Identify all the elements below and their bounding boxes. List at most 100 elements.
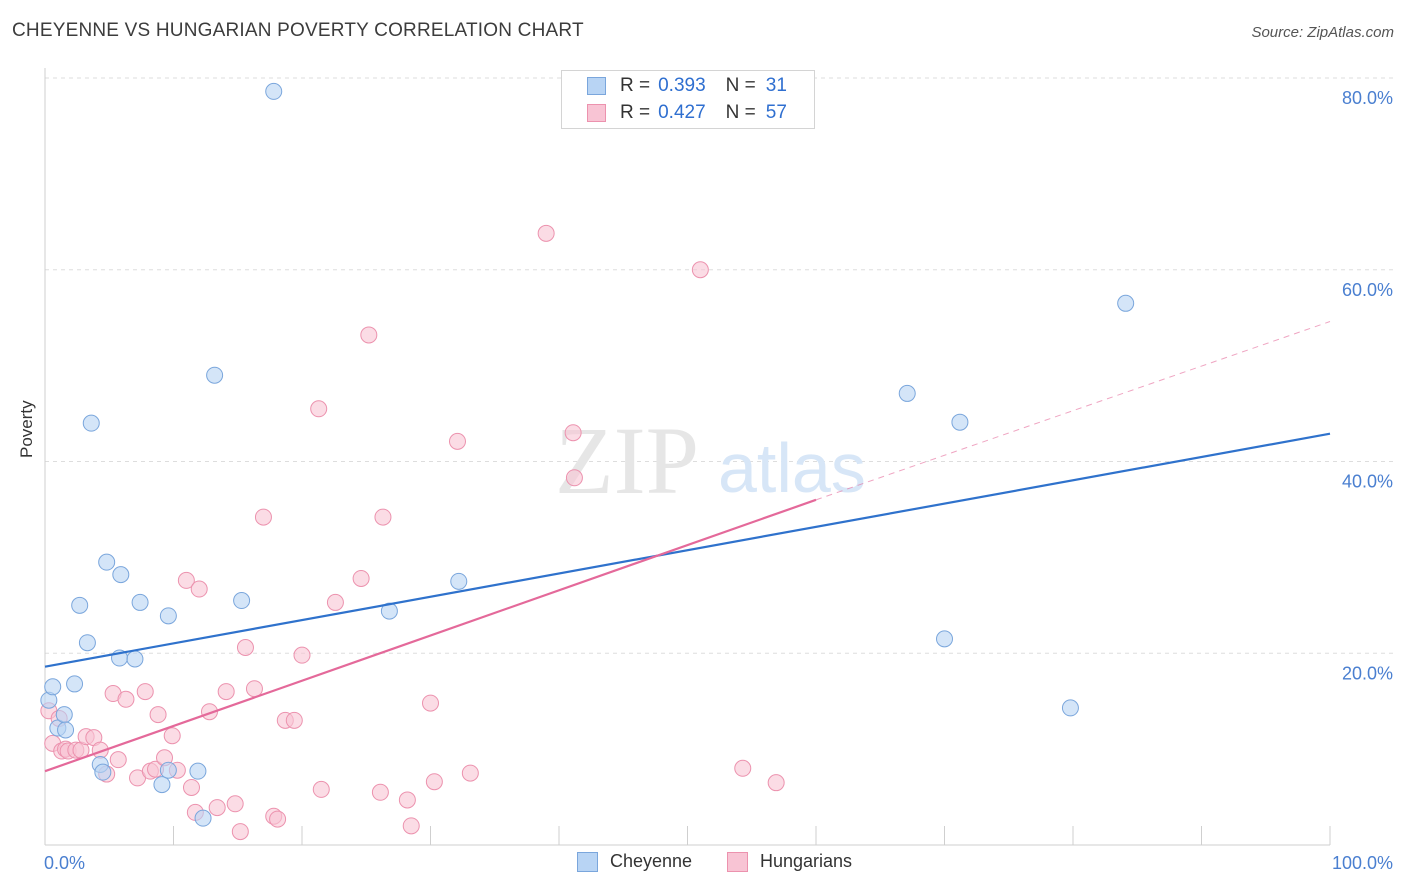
cheyenne-point — [126, 650, 144, 668]
hungarians-point — [190, 580, 208, 598]
hungarians-point — [254, 508, 272, 526]
watermark: ZIP atlas — [555, 407, 866, 514]
cheyenne-point — [82, 414, 100, 432]
cheyenne-point — [450, 572, 468, 590]
cheyenne-point — [189, 762, 207, 780]
hungarians-point — [117, 690, 135, 708]
hungarians-point — [352, 569, 370, 587]
cheyenne-point — [112, 566, 130, 584]
hungarians-points — [40, 224, 785, 841]
hungarians-point — [163, 727, 181, 745]
hungarians-point — [767, 774, 785, 792]
hungarians-point — [182, 778, 200, 796]
hungarians-point — [537, 224, 555, 242]
hungarians-r-value: 0.427 — [658, 102, 706, 123]
hungarians-point — [149, 706, 167, 724]
hungarians-point — [285, 711, 303, 729]
hungarians-point — [565, 469, 583, 487]
cheyenne-point — [66, 675, 84, 693]
cheyenne-point — [94, 763, 112, 781]
legend-row-hungarians: R = 0.427 N = 57 — [587, 101, 787, 125]
tick-labels: 20.0% 40.0% 60.0% 80.0% 0.0% 100.0% — [44, 88, 1393, 873]
cheyenne-point — [1061, 699, 1079, 717]
y-tick-label: 60.0% — [1342, 280, 1393, 300]
watermark-zip: ZIP — [555, 407, 699, 514]
hungarians-point — [217, 683, 235, 701]
source-label: Source: ZipAtlas.com — [1251, 24, 1394, 41]
hungarians-point — [109, 751, 127, 769]
cheyenne-r-value: 0.393 — [658, 75, 706, 96]
cheyenne-point — [153, 776, 171, 794]
hungarians-point — [293, 646, 311, 664]
cheyenne-point — [98, 553, 116, 571]
hungarians-point — [448, 432, 466, 450]
hungarians-point — [422, 694, 439, 712]
cheyenne-point — [936, 630, 953, 648]
cheyenne-point — [78, 634, 96, 652]
hungarians-point — [374, 508, 392, 526]
legend-n-label: N = — [725, 102, 756, 123]
legend-r-label: R = — [620, 75, 651, 96]
hungarians-point — [360, 326, 378, 344]
cheyenne-point — [233, 592, 251, 610]
x-tick-label-max: 100.0% — [1332, 853, 1393, 873]
hungarians-point — [177, 571, 195, 589]
hungarians-swatch — [587, 104, 606, 122]
hungarians-point — [402, 817, 420, 835]
watermark-atlas: atlas — [718, 429, 866, 507]
cheyenne-point — [55, 706, 73, 724]
hungarians-point — [236, 638, 254, 656]
cheyenne-point — [898, 384, 916, 402]
cheyenne-point — [951, 413, 969, 431]
chart-title: CHEYENNE VS HUNGARIAN POVERTY CORRELATIO… — [12, 20, 584, 41]
hungarians-point — [425, 773, 443, 791]
hungarians-n-value: 57 — [765, 102, 787, 123]
y-tick-label: 40.0% — [1342, 472, 1393, 492]
cheyenne-n-value: 31 — [765, 75, 787, 96]
hungarians-legend-swatch — [727, 851, 748, 872]
cheyenne-point — [159, 607, 177, 625]
hungarians-point — [136, 683, 154, 701]
legend-row-cheyenne: R = 0.393 N = 31 — [587, 74, 787, 98]
cheyenne-point — [131, 593, 149, 611]
hungarians-point — [734, 759, 752, 777]
hungarians-point — [310, 400, 328, 418]
cheyenne-points — [40, 82, 1135, 827]
cheyenne-point — [44, 678, 62, 696]
cheyenne-point — [159, 761, 177, 779]
cheyenne-trend-line — [44, 432, 1331, 668]
axes — [44, 68, 1331, 846]
legend-item-cheyenne: Cheyenne — [577, 851, 692, 872]
cheyenne-point — [206, 366, 224, 384]
cheyenne-point — [380, 602, 398, 620]
hungarians-point — [226, 795, 244, 813]
cheyenne-point — [265, 82, 283, 100]
x-tick-label-min: 0.0% — [44, 853, 85, 873]
cheyenne-point — [194, 809, 212, 827]
trend-lines — [44, 321, 1331, 773]
cheyenne-point — [71, 596, 89, 614]
cheyenne-swatch — [587, 77, 606, 95]
y-tick-label: 20.0% — [1342, 663, 1393, 683]
cheyenne-point — [1117, 294, 1135, 312]
cheyenne-legend-swatch — [577, 851, 598, 872]
hungarians-point — [312, 780, 330, 798]
hungarians-point — [564, 424, 582, 442]
y-tick-label: 80.0% — [1342, 88, 1393, 108]
correlation-legend: R = 0.393 N = 31 R = 0.427 N = 57 — [561, 70, 815, 129]
hungarians-trend-line — [44, 498, 817, 773]
gridlines — [45, 77, 1395, 654]
hungarians-point — [245, 680, 263, 698]
hungarians-point — [371, 783, 389, 801]
hungarians-trend-extension — [815, 321, 1331, 501]
legend-n-label: N = — [725, 75, 756, 96]
hungarians-point — [691, 261, 709, 279]
hungarians-point — [269, 810, 287, 828]
series-legend: Cheyenne Hungarians — [0, 851, 1406, 877]
hungarians-point — [461, 764, 479, 782]
hungarians-point — [208, 799, 226, 817]
cheyenne-point — [57, 721, 75, 739]
hungarians-point — [326, 593, 344, 611]
hungarians-point — [231, 823, 249, 841]
